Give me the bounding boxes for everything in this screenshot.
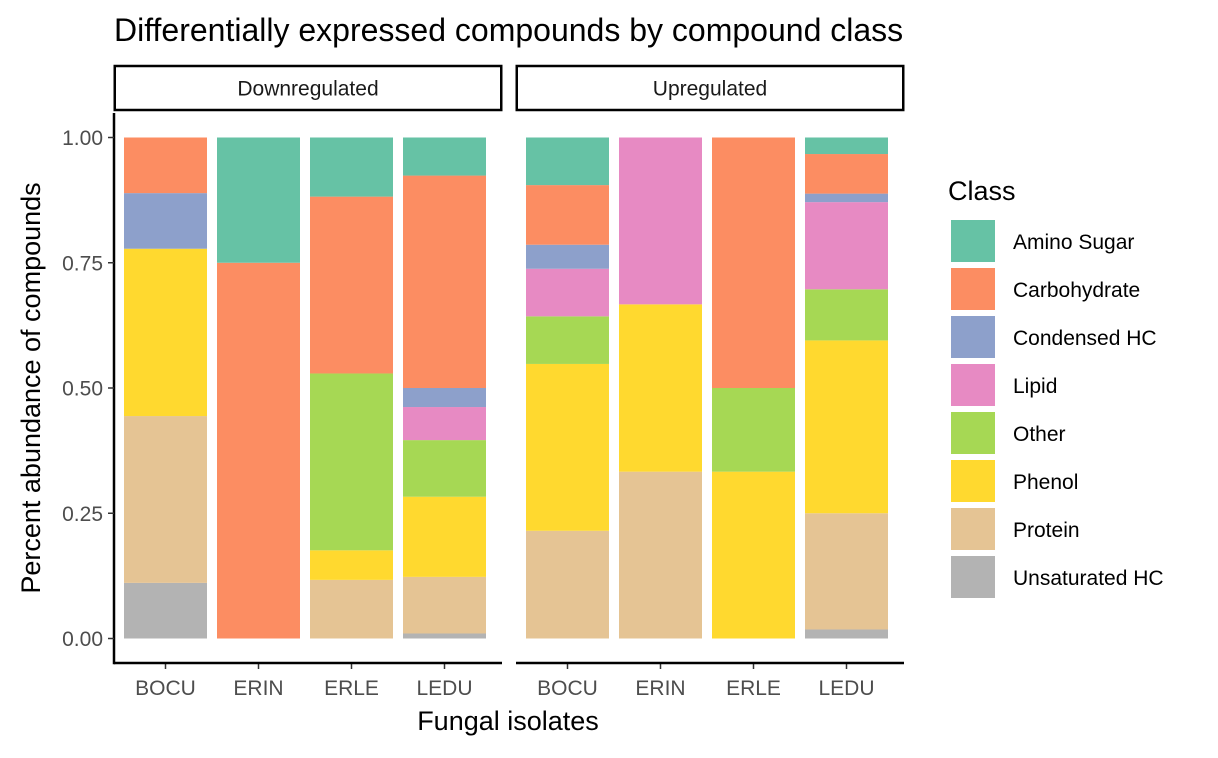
bar-segment-downregulated-ledu-unsaturated-hc <box>403 633 486 639</box>
y-axis-title: Percent abundance of compounds <box>16 182 46 593</box>
bar-segment-upregulated-bocu-phenol <box>526 363 609 531</box>
y-tick-label-0-50: 0.50 <box>62 378 103 401</box>
legend-key-carbohydrate <box>951 268 995 310</box>
bar-segment-downregulated-ledu-carbohydrate <box>403 175 486 388</box>
y-tick-label-0-00: 0.00 <box>62 628 103 651</box>
bar-segment-upregulated-ledu-lipid <box>805 202 888 290</box>
legend-label-phenol: Phenol <box>1013 471 1078 494</box>
bar-segment-upregulated-bocu-amino-sugar <box>526 137 609 186</box>
x-axis-title: Fungal isolates <box>417 706 599 736</box>
x-tick-label-downregulated-bocu: BOCU <box>135 677 196 700</box>
bar-segment-downregulated-ledu-amino-sugar <box>403 137 486 176</box>
y-tick-label-1-00: 1.00 <box>62 127 103 150</box>
bar-segment-downregulated-bocu-carbohydrate <box>124 137 207 194</box>
legend-key-condensed-hc <box>951 316 995 358</box>
bar-segment-downregulated-erin-amino-sugar <box>217 137 300 263</box>
bar-segment-downregulated-bocu-unsaturated-hc <box>124 582 207 639</box>
bar-segment-upregulated-ledu-amino-sugar <box>805 137 888 155</box>
x-tick-label-upregulated-ledu: LEDU <box>818 677 874 700</box>
chart-title: Differentially expressed compounds by co… <box>114 12 903 48</box>
bar-segment-upregulated-bocu-condensed-hc <box>526 244 609 269</box>
legend-key-amino-sugar <box>951 220 995 262</box>
bar-segment-upregulated-ledu-other <box>805 289 888 341</box>
bar-segment-upregulated-ledu-carbohydrate <box>805 154 888 194</box>
bar-segment-downregulated-erle-amino-sugar <box>310 137 393 197</box>
legend-label-other: Other <box>1013 423 1066 446</box>
facet-strip-downregulated <box>113 64 503 112</box>
x-tick-label-upregulated-erin: ERIN <box>635 677 685 700</box>
bar-segment-upregulated-bocu-protein <box>526 530 609 639</box>
legend-label-protein: Protein <box>1013 519 1080 542</box>
legend-key-other <box>951 412 995 454</box>
y-tick-label-0-25: 0.25 <box>62 503 103 526</box>
legend-label-lipid: Lipid <box>1013 375 1057 398</box>
bar-segment-upregulated-ledu-phenol <box>805 340 888 514</box>
bar-segment-downregulated-erle-protein <box>310 579 393 639</box>
bar-segment-downregulated-ledu-phenol <box>403 496 486 577</box>
legend-key-unsaturated-hc <box>951 556 995 598</box>
legend-key-phenol <box>951 460 995 502</box>
bar-segment-downregulated-ledu-protein <box>403 576 486 634</box>
bar-segment-upregulated-erle-other <box>712 388 795 472</box>
legend-label-carbohydrate: Carbohydrate <box>1013 279 1140 302</box>
bar-segment-downregulated-bocu-condensed-hc <box>124 193 207 249</box>
legend-key-protein <box>951 508 995 550</box>
x-tick-label-downregulated-ledu: LEDU <box>416 677 472 700</box>
bar-segment-upregulated-bocu-lipid <box>526 268 609 317</box>
bar-segment-upregulated-ledu-unsaturated-hc <box>805 629 888 639</box>
bar-segment-upregulated-bocu-carbohydrate <box>526 185 609 245</box>
bar-segment-downregulated-bocu-phenol <box>124 248 207 417</box>
bar-segment-upregulated-erle-phenol <box>712 471 795 639</box>
bar-segment-upregulated-ledu-condensed-hc <box>805 193 888 203</box>
facet-strip-label-downregulated: Downregulated <box>237 78 378 101</box>
legend-title: Class <box>948 176 1016 206</box>
bar-segment-upregulated-ledu-protein <box>805 513 888 630</box>
x-tick-label-downregulated-erin: ERIN <box>233 677 283 700</box>
x-tick-label-upregulated-bocu: BOCU <box>537 677 598 700</box>
facet-strip-label-upregulated: Upregulated <box>653 78 767 101</box>
x-tick-label-downregulated-erle: ERLE <box>324 677 379 700</box>
y-tick-label-0-75: 0.75 <box>62 252 103 275</box>
bar-segment-upregulated-erin-protein <box>619 471 702 639</box>
bar-segment-downregulated-ledu-other <box>403 440 486 497</box>
legend-label-unsaturated-hc: Unsaturated HC <box>1013 567 1164 590</box>
legend-label-condensed-hc: Condensed HC <box>1013 327 1157 350</box>
bar-segment-upregulated-erle-carbohydrate <box>712 137 795 388</box>
bar-segment-downregulated-erle-phenol <box>310 550 393 580</box>
legend-key-lipid <box>951 364 995 406</box>
bar-segment-upregulated-bocu-other <box>526 316 609 364</box>
bar-segment-downregulated-erin-carbohydrate <box>217 262 300 639</box>
facet-strip-upregulated <box>515 64 905 112</box>
bar-segment-downregulated-ledu-condensed-hc <box>403 388 486 408</box>
bar-segment-downregulated-ledu-lipid <box>403 407 486 441</box>
bar-segment-upregulated-erin-lipid <box>619 137 702 305</box>
bar-segment-downregulated-erle-other <box>310 373 393 551</box>
bar-segment-downregulated-bocu-protein <box>124 416 207 583</box>
legend-label-amino-sugar: Amino Sugar <box>1013 231 1134 254</box>
bar-segment-downregulated-erle-carbohydrate <box>310 196 393 374</box>
bar-segment-upregulated-erin-phenol <box>619 304 702 472</box>
x-tick-label-upregulated-erle: ERLE <box>726 677 781 700</box>
